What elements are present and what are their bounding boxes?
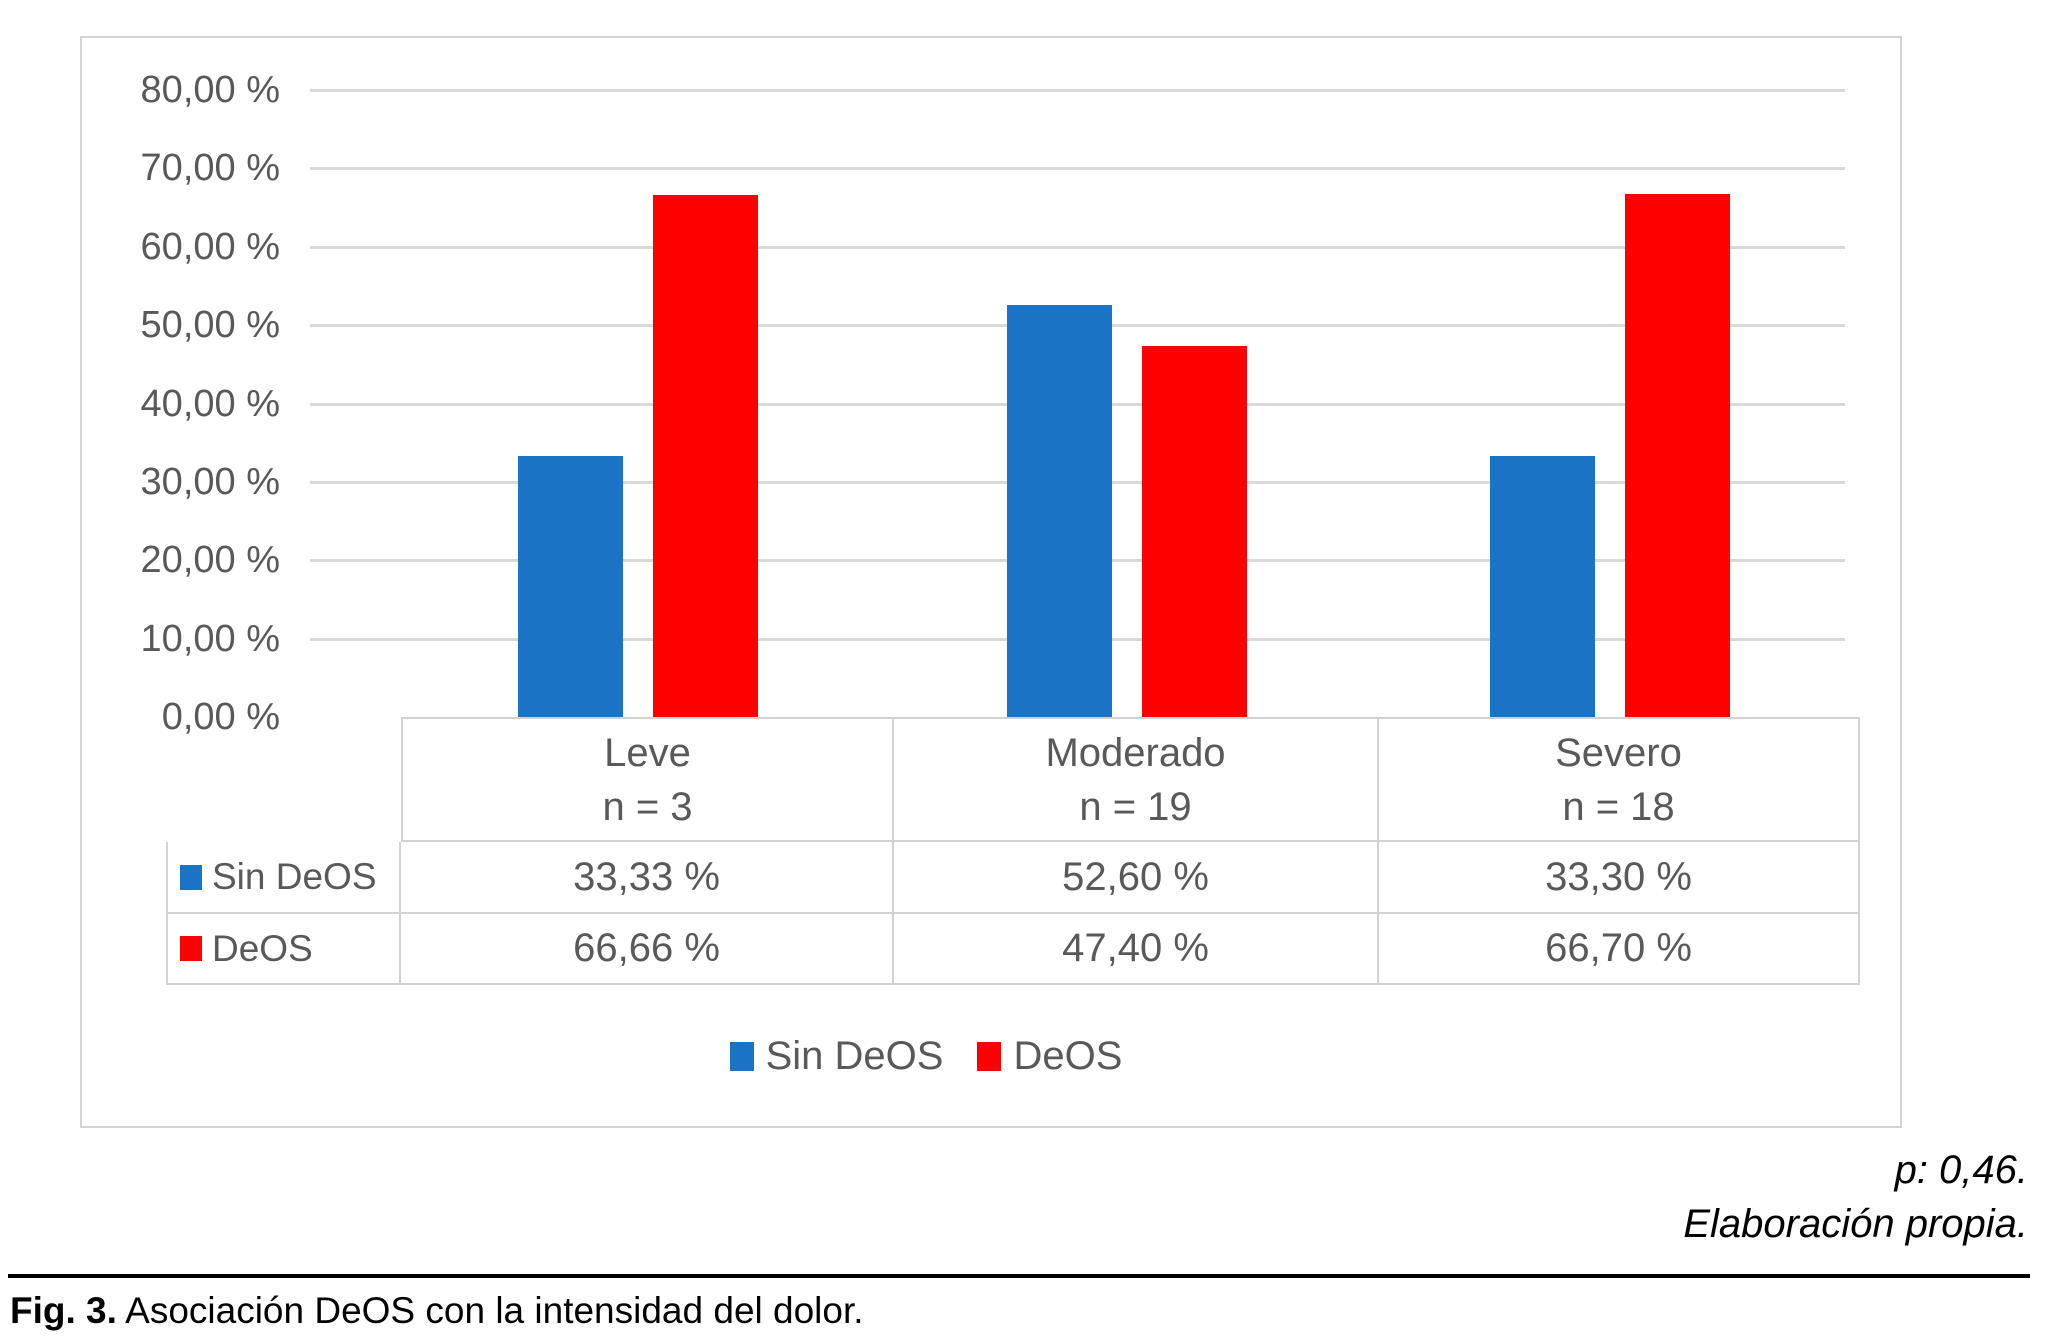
table-value-cell: 66,66 % (401, 914, 894, 985)
bar-sin-deos-leve (517, 455, 623, 717)
y-axis-tick-label: 10,00 % (140, 617, 280, 660)
figure-caption-text: Asociación DeOS con la intensidad del do… (116, 1290, 864, 1331)
legend-label: DeOS (1013, 1034, 1123, 1078)
table-row-label-sin-deos: Sin DeOS (166, 842, 401, 914)
p-value-note: p: 0,46. (1894, 1148, 2028, 1192)
figure-caption-label: Fig. 3. (10, 1290, 117, 1331)
bar-deos-severo (1624, 194, 1730, 717)
y-axis-tick-label: 20,00 % (140, 539, 280, 582)
gridline (310, 89, 1845, 92)
table-value-cell: 66,70 % (1379, 914, 1860, 985)
legend-swatch (729, 1042, 754, 1071)
chart-legend: Sin DeOS DeOS (82, 1034, 1770, 1079)
chart-data-table: Leve n = 3 Moderado n = 19 Severo n = 18 Sin D… (166, 717, 1860, 985)
source-note: Elaboración propia. (1683, 1202, 2028, 1246)
category-label: Leve (604, 730, 691, 775)
caption-divider (8, 1274, 2030, 1278)
table-value-cell: 33,33 % (401, 842, 894, 914)
bar-sin-deos-severo (1489, 456, 1595, 717)
y-axis-tick-label: 0,00 % (161, 696, 280, 738)
bar-deos-moderado (1141, 345, 1247, 717)
series-swatch (180, 936, 202, 961)
table-value-cell: 47,40 % (894, 914, 1379, 985)
y-axis-tick-label: 30,00 % (140, 460, 280, 503)
series-name: Sin DeOS (212, 856, 377, 897)
bar-sin-deos-moderado (1006, 304, 1112, 717)
figure-caption: Fig. 3. Asociación DeOS con la intensida… (10, 1290, 864, 1332)
series-name: DeOS (212, 927, 313, 969)
category-sublabel: n = 3 (602, 784, 693, 829)
chart-frame: 0,00 % 10,00 % 20,00 % 30,00 % 40,00 % 50,00 … (80, 36, 1902, 1128)
y-axis-tick-label: 80,00 % (140, 69, 280, 111)
table-corner-cell (166, 717, 401, 842)
y-axis-tick-label: 70,00 % (140, 147, 280, 190)
category-label: Moderado (1045, 730, 1226, 775)
series-swatch (180, 864, 202, 890)
y-axis-tick-label: 40,00 % (140, 382, 280, 425)
category-sublabel: n = 19 (1079, 784, 1192, 829)
category-sublabel: n = 18 (1562, 784, 1675, 829)
table-row-label-deos: DeOS (166, 914, 401, 985)
y-axis-tick-label: 50,00 % (140, 304, 280, 347)
table-value-cell: 33,30 % (1379, 842, 1860, 914)
table-header-moderado: Moderado n = 19 (894, 717, 1379, 842)
gridline (310, 245, 1845, 249)
category-label: Severo (1555, 730, 1682, 775)
bar-deos-leve (652, 194, 758, 717)
legend-swatch (977, 1042, 1002, 1071)
legend-entry-deos: DeOS (977, 1034, 1122, 1079)
legend-label: Sin DeOS (765, 1034, 944, 1078)
legend-entry-sin-deos: Sin DeOS (729, 1034, 944, 1079)
table-header-severo: Severo n = 18 (1379, 717, 1860, 842)
y-axis-tick-label: 60,00 % (140, 225, 280, 268)
table-value-cell: 52,60 % (894, 842, 1379, 914)
table-header-leve: Leve n = 3 (401, 717, 894, 842)
gridline (310, 167, 1845, 171)
